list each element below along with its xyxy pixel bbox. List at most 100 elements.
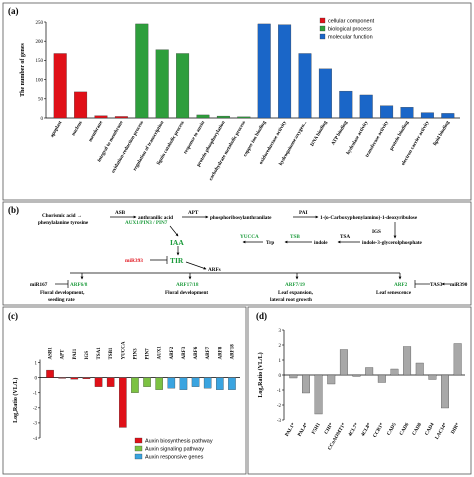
node-leaf-sen: Leaf senescence xyxy=(376,290,412,296)
d-category-label: 4CL7* xyxy=(348,422,360,437)
node-phe-tyr: phenylalanine tyrosine xyxy=(38,220,89,226)
node-leaf-exp: Leaf expansion, xyxy=(278,290,314,296)
enzyme-tsb: TSB xyxy=(290,234,300,240)
c-bar xyxy=(228,377,236,390)
d-category-label: CAD8 xyxy=(412,422,423,436)
node-carboxy: 1-(o-Carboxyphenylamino)-1-deoxyribulose xyxy=(320,214,418,221)
a-legend-swatch xyxy=(319,33,326,40)
panel-b-label: (b) xyxy=(8,205,19,215)
d-ytick-label: 2 xyxy=(279,344,282,349)
a-ytick-label: 200 xyxy=(36,40,44,45)
node-lateral-root: lateral root growth xyxy=(270,297,312,303)
a-bar xyxy=(257,23,271,119)
d-bar xyxy=(453,343,462,376)
enzyme-igs: IGS xyxy=(372,229,381,235)
a-bar xyxy=(298,53,312,119)
d-bar xyxy=(289,374,298,379)
d-category-label: CHI* xyxy=(324,422,335,435)
c-category-label: AUX1 xyxy=(158,346,163,360)
d-ytick-label: -1 xyxy=(277,389,282,394)
d-bar xyxy=(377,374,386,383)
c-bar xyxy=(179,377,188,390)
d-category-label: F5H1 xyxy=(312,422,323,435)
c-ytick-label: -2 xyxy=(33,407,38,412)
c-legend-swatch xyxy=(134,445,143,452)
c-category-label: ARF3 xyxy=(182,346,187,359)
a-bar xyxy=(441,113,455,119)
d-ytick-label: 1 xyxy=(279,359,282,364)
c-bar xyxy=(70,377,79,380)
node-floral-dev: Floral development xyxy=(165,290,208,296)
a-bar xyxy=(359,94,373,119)
c-legend-label: Auxin responsive genes xyxy=(145,455,204,461)
c-bar xyxy=(203,377,212,389)
c-legend-swatch xyxy=(134,437,143,444)
a-bar xyxy=(216,115,230,119)
d-category-label: PAL4* xyxy=(298,422,310,438)
c-ytick-label: -4 xyxy=(33,437,38,442)
node-seeding-rate: seeding rate xyxy=(48,297,75,303)
c-bar xyxy=(143,377,151,387)
node-arf79: ARF7/19 xyxy=(285,282,305,288)
enzyme-asb: ASB xyxy=(115,210,126,216)
c-ytick-label: -3 xyxy=(33,422,38,427)
d-category-label: PAL1* xyxy=(285,422,297,438)
a-legend-swatch xyxy=(319,17,326,24)
panel-b: (b) xyxy=(2,201,472,306)
c-legend-swatch xyxy=(134,453,143,460)
d-category-label: DIR* xyxy=(451,422,461,435)
node-chorismic: Chorismic acid → xyxy=(42,213,82,219)
a-legend-swatch xyxy=(319,25,326,32)
c-category-label: PIN3 xyxy=(133,348,138,360)
node-trp: Trp xyxy=(266,240,274,246)
c-category-label: ARF7 xyxy=(206,346,211,359)
a-bar xyxy=(237,116,251,119)
d-ytick-label: -3 xyxy=(277,419,282,424)
c-bar xyxy=(82,377,91,379)
c-bar xyxy=(216,377,224,390)
node-mir167: miR167 xyxy=(30,282,48,288)
a-ytick-label: 150 xyxy=(36,59,44,64)
d-ytick-label: 3 xyxy=(279,329,282,334)
c-category-label: ARF2 xyxy=(170,346,175,359)
a-bar xyxy=(400,107,414,119)
c-bar xyxy=(155,377,163,390)
d-category-label: CAD5 xyxy=(387,422,398,436)
node-arfs: ARFs xyxy=(208,267,221,273)
d-bar xyxy=(390,368,399,376)
a-bar xyxy=(53,53,67,119)
d-category-label: 4CL8* xyxy=(361,422,373,437)
c-ytick-label: 1 xyxy=(35,361,38,366)
a-ytick-label: 100 xyxy=(36,78,44,83)
arrow-aux1-iaa xyxy=(169,225,179,237)
c-category-label: APT xyxy=(61,349,66,360)
c-bar xyxy=(106,377,115,387)
c-ytick-label: -1 xyxy=(33,392,38,397)
c-bar xyxy=(58,377,66,379)
node-phosphoribosyl: phosphoribosylanthranilate xyxy=(210,215,272,221)
d-category-label: CAD6 xyxy=(399,422,410,436)
c-ylabel: Log₂Ratio (VL/L) xyxy=(12,378,19,423)
a-ytick-label: 50 xyxy=(38,98,44,103)
node-floral-dev-seed: Floral development, xyxy=(40,290,85,296)
d-bar xyxy=(314,374,323,415)
node-indole: indole xyxy=(314,240,328,246)
c-category-label: ARF18 xyxy=(230,344,235,360)
enzyme-apt: APT xyxy=(188,210,199,216)
d-ylabel: Log₂Ratio (VL/L) xyxy=(257,352,264,397)
d-bar xyxy=(327,374,336,385)
node-indole3gp: indole-3-glycerolphosphate xyxy=(362,240,423,246)
c-bar xyxy=(131,377,139,393)
node-arf68: ARF6/8 xyxy=(70,282,88,288)
a-bar xyxy=(196,114,210,119)
a-bar xyxy=(278,24,292,119)
chart-c: 1 0 -1 -2 -3 -4 Log₂Ratio (VL/L) ASB1 APT PAI1 IGS… xyxy=(12,341,240,461)
node-mir393: miR393 xyxy=(125,258,143,264)
c-bar xyxy=(119,377,127,428)
c-category-label: TSA1 xyxy=(97,347,102,360)
c-bar xyxy=(191,377,200,387)
a-bar xyxy=(94,115,108,119)
enzyme-tsa: TSA xyxy=(340,234,350,240)
a-legend-label: molecular function xyxy=(328,35,373,41)
